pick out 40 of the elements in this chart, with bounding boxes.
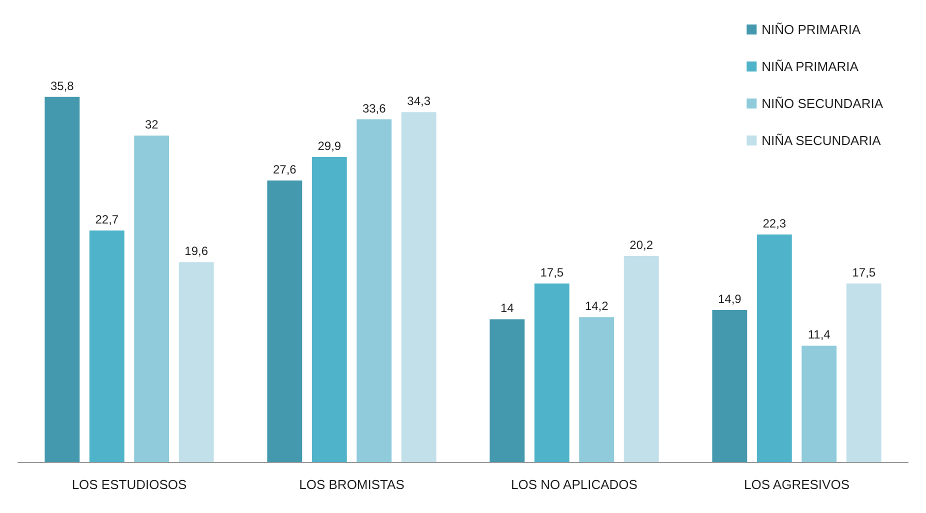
legend-label: NIÑO SECUNDARIA: [762, 96, 884, 111]
bar: [846, 284, 882, 462]
x-tick-label: LOS NO APLICADOS: [511, 477, 638, 492]
data-label: 29,9: [318, 139, 342, 154]
bar: [534, 284, 570, 462]
data-label: 32: [144, 118, 159, 132]
bar: [312, 157, 347, 462]
data-label: 14: [500, 301, 514, 316]
bar: [267, 180, 302, 462]
data-label: 14,9: [718, 292, 742, 306]
bar: [579, 317, 614, 462]
data-label: 19,6: [184, 244, 208, 258]
bar: [44, 96, 80, 462]
x-tick-label: LOS ESTUDIOSOS: [72, 477, 187, 492]
data-label: 22,3: [762, 216, 786, 231]
bar: [178, 262, 214, 462]
bar: [756, 234, 792, 462]
data-label: 17,5: [540, 266, 564, 280]
bar: [356, 119, 392, 462]
legend-label: NIÑA SECUNDARIA: [762, 133, 882, 148]
data-label: 22,7: [95, 212, 119, 226]
bar: [712, 310, 748, 462]
bar: [134, 136, 170, 462]
x-tick-label: LOS AGRESIVOS: [744, 477, 850, 492]
data-label: 34,3: [407, 94, 431, 108]
data-label: 14,2: [584, 299, 609, 314]
legend-label: NIÑO PRIMARIA: [762, 22, 861, 37]
data-label: 11,4: [808, 328, 831, 342]
data-label: 20,2: [630, 238, 654, 252]
legend-label: NIÑA PRIMARIA: [762, 59, 859, 74]
bar: [624, 256, 659, 462]
data-label: 33,6: [362, 101, 386, 116]
bar: [490, 319, 525, 462]
x-tick-label: LOS BROMISTAS: [299, 477, 405, 492]
bar: [89, 230, 124, 462]
data-label: 17,5: [852, 266, 876, 280]
data-label: 27,6: [272, 162, 297, 176]
bar: [401, 112, 436, 462]
data-label: 35,8: [50, 78, 74, 93]
bar: [802, 346, 837, 462]
